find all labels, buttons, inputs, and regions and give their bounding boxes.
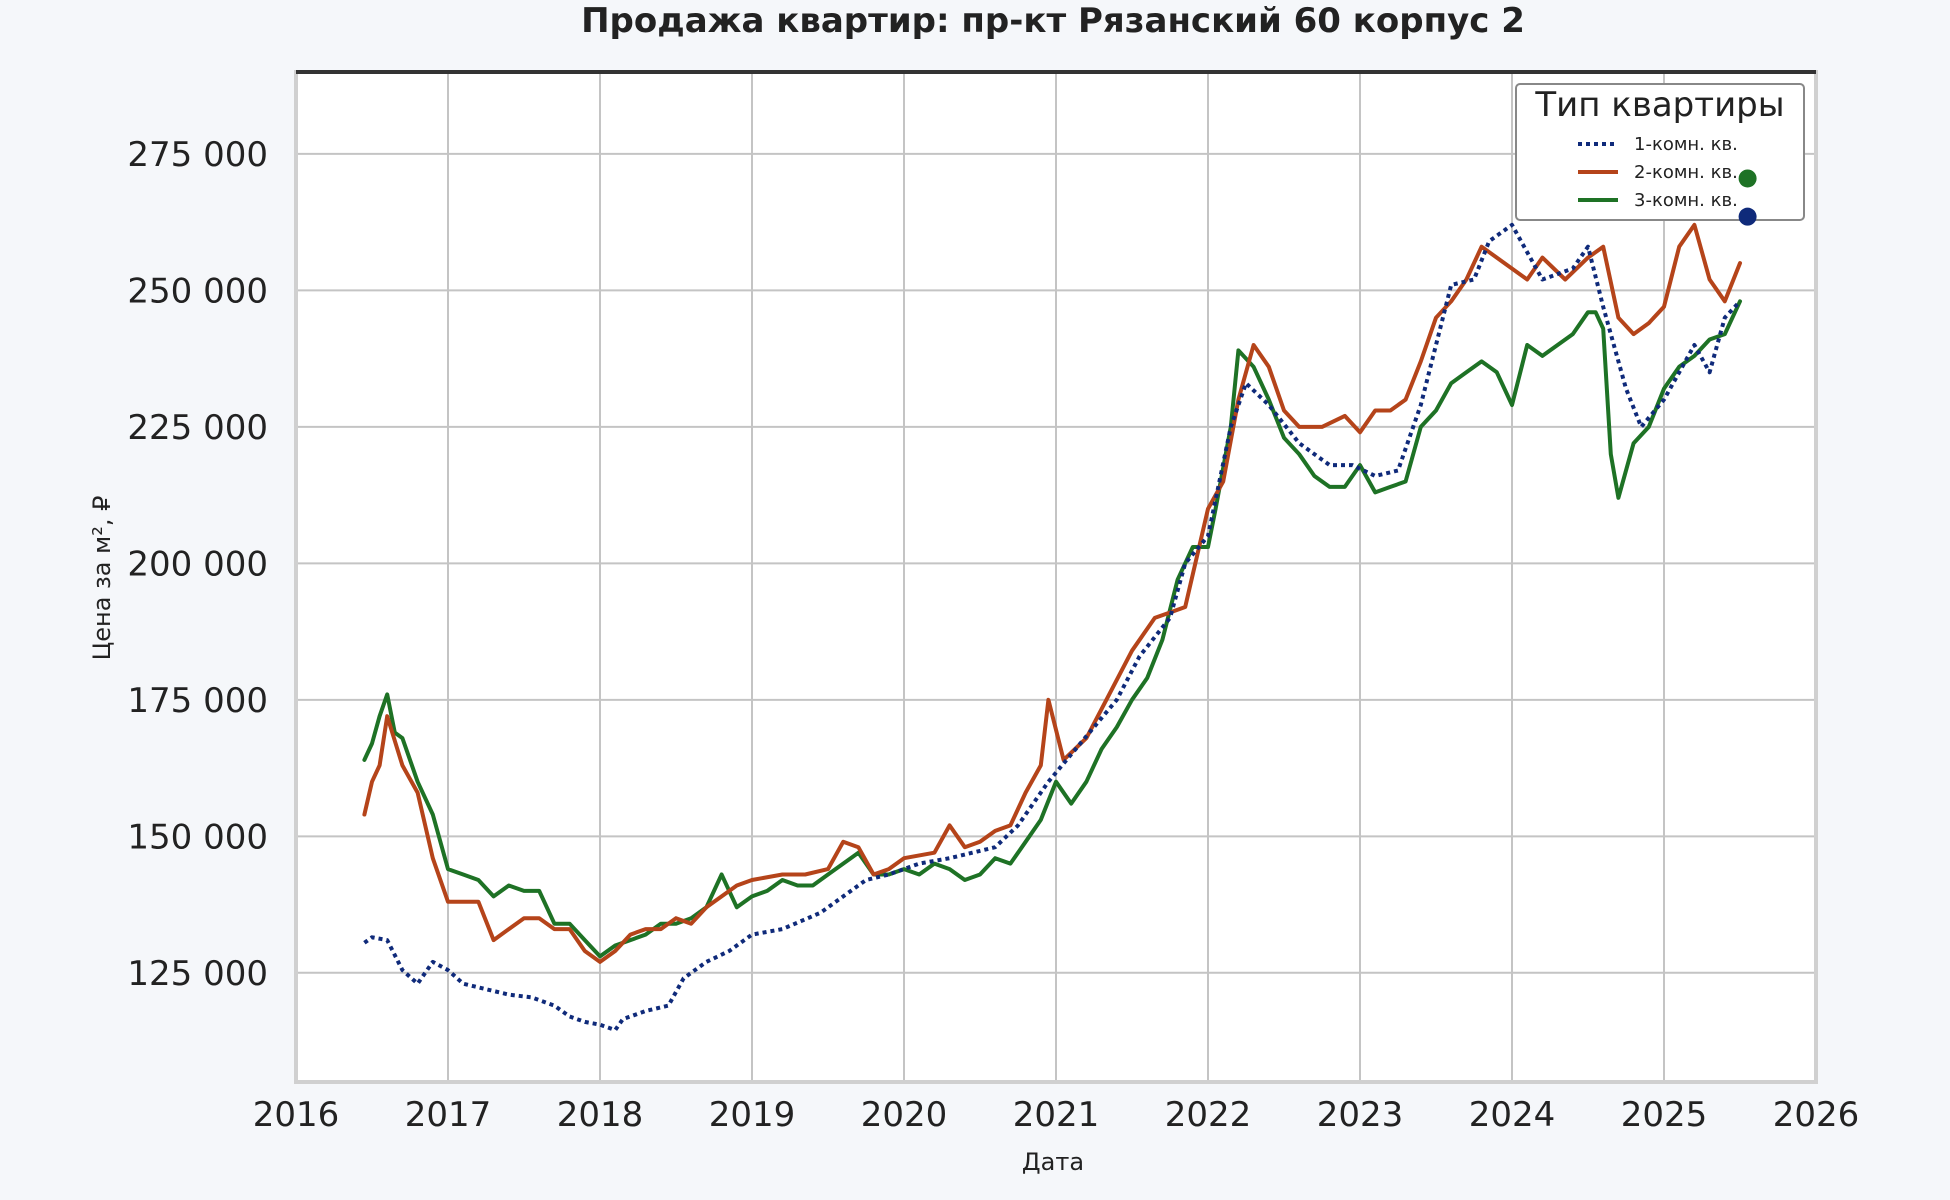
y-tick-label: 175 000	[127, 681, 268, 721]
end-marker	[1738, 169, 1757, 188]
x-tick-label: 2026	[1773, 1095, 1860, 1135]
x-tick-label: 2020	[861, 1095, 948, 1135]
x-axis-ticks: 2016 2017 2018 2019 2020 2021 2022 2023 2024 2025…	[253, 1095, 1860, 1135]
x-tick-label: 2023	[1317, 1095, 1404, 1135]
legend-item-label: 3-комн. кв.	[1634, 190, 1738, 211]
y-tick-label: 125 000	[127, 954, 268, 994]
y-tick-label: 250 000	[127, 271, 268, 311]
x-tick-label: 2018	[557, 1095, 644, 1135]
grid	[295, 72, 1817, 1082]
y-tick-label: 225 000	[127, 408, 268, 448]
y-tick-label: 150 000	[127, 817, 268, 857]
series-line-1	[363, 222, 1742, 1033]
y-axis-ticks: 125 000 150 000 175 000 200 000 225 000 250 0…	[127, 135, 268, 994]
legend-title: Тип квартиры	[1534, 85, 1784, 125]
x-tick-label: 2025	[1621, 1095, 1708, 1135]
series-line-3	[362, 299, 1742, 959]
x-tick-label: 2024	[1469, 1095, 1556, 1135]
x-tick-label: 2022	[1165, 1095, 1252, 1135]
end-marker	[1738, 207, 1757, 226]
y-axis-label: Цена за м², ₽	[88, 496, 116, 661]
x-axis-label: Дата	[1022, 1148, 1084, 1176]
x-tick-label: 2017	[405, 1095, 492, 1135]
legend-item-label: 2-комн. кв.	[1634, 162, 1738, 183]
legend: Тип квартиры 1-комн. кв. 2-комн. кв. 3-ком…	[1515, 83, 1805, 221]
y-tick-label: 275 000	[127, 135, 268, 175]
end-markers	[1738, 169, 1757, 226]
series-line-2	[362, 222, 1742, 964]
legend-box	[1515, 83, 1805, 221]
x-tick-label: 2016	[253, 1095, 340, 1135]
series-layer	[362, 222, 1742, 1033]
axes-frame	[294, 70, 1818, 1084]
y-tick-label: 200 000	[127, 544, 268, 584]
chart-title: Продажа квартир: пр-кт Рязанский 60 корп…	[581, 1, 1525, 41]
legend-item-label: 1-комн. кв.	[1634, 134, 1738, 155]
x-tick-label: 2019	[709, 1095, 796, 1135]
x-tick-label: 2021	[1013, 1095, 1100, 1135]
